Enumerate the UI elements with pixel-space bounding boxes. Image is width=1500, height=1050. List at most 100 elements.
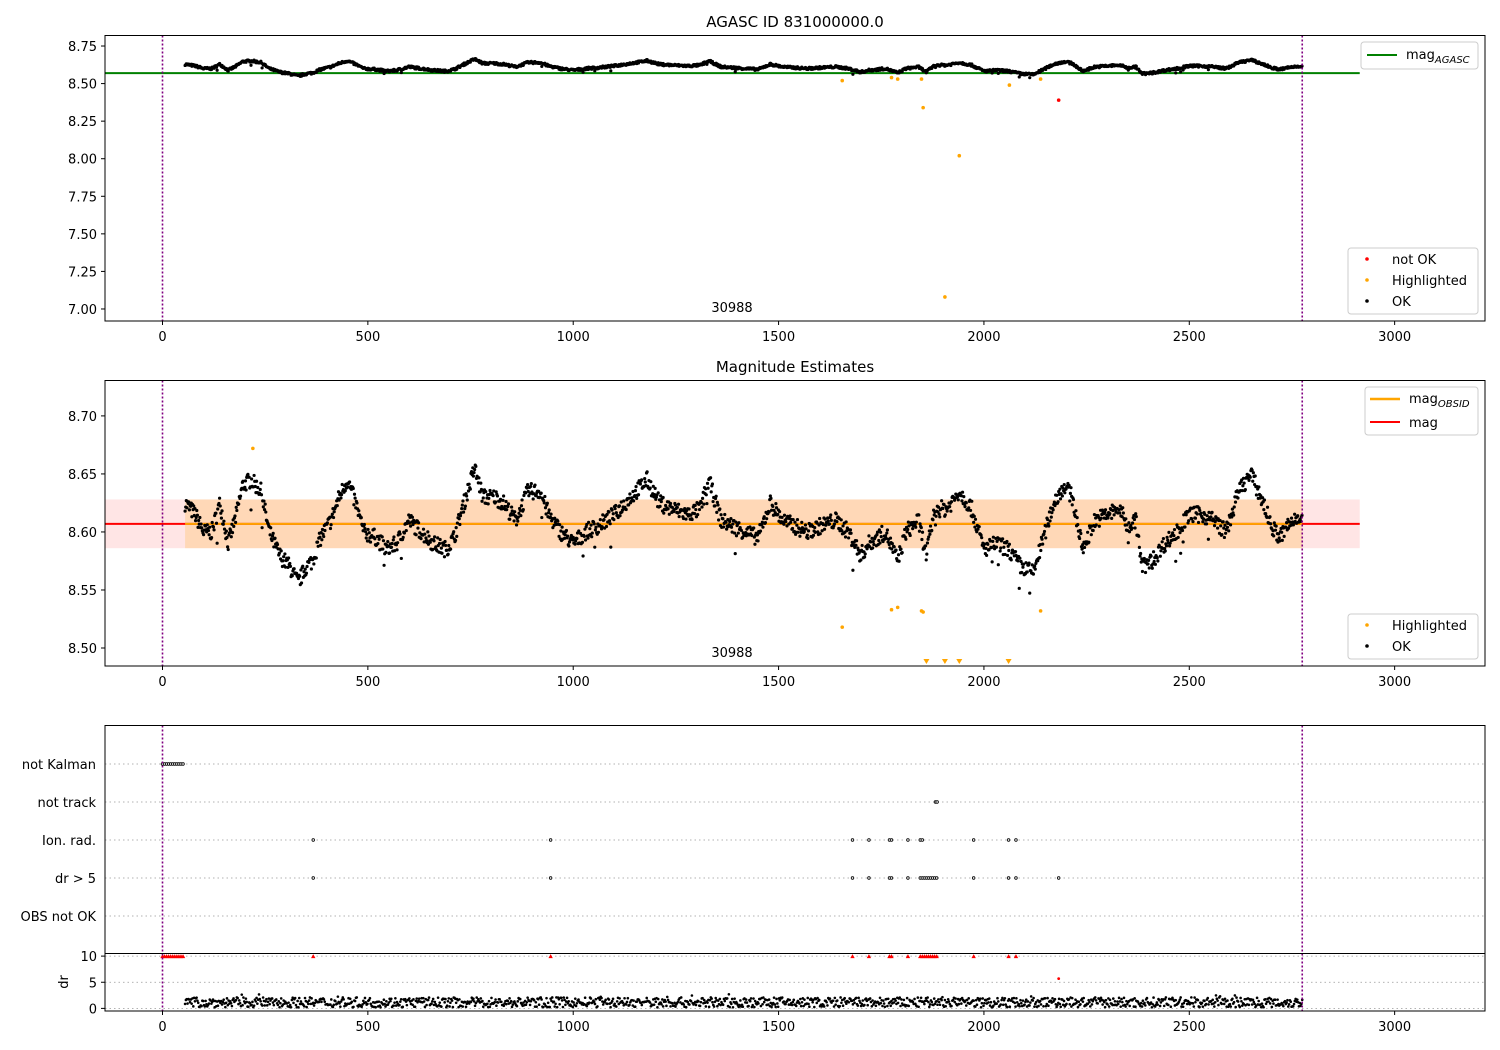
highlighted-point (251, 446, 255, 451)
dr-point (665, 1004, 668, 1008)
ok-point (1293, 512, 1297, 516)
ok-point (362, 522, 366, 527)
ok-point (975, 530, 979, 534)
dr-point (1124, 1005, 1127, 1008)
dr-point (454, 1001, 458, 1005)
ok-point (1044, 524, 1048, 528)
dr-point (710, 997, 713, 1000)
ok-point (903, 527, 907, 532)
ok-point (1040, 537, 1044, 541)
ok-point (453, 538, 458, 542)
ok-point (290, 574, 294, 578)
dr-point (1116, 1002, 1120, 1006)
ok-point (543, 506, 548, 510)
ok-point (1058, 497, 1063, 501)
ok-point (446, 552, 450, 556)
ok-point (919, 525, 923, 530)
ok-point (596, 530, 601, 534)
ok-point (777, 510, 782, 514)
dr-point (928, 1003, 932, 1006)
ok-point (1193, 516, 1198, 520)
highlighted-point (1038, 77, 1043, 81)
dr-point (509, 999, 513, 1003)
ok-point (879, 535, 883, 539)
dr-point (408, 997, 411, 1000)
ok-point (1041, 542, 1045, 546)
dr-point (220, 1003, 224, 1006)
ok-point (714, 494, 718, 498)
ok-point (460, 503, 464, 507)
dr-point (267, 997, 271, 1000)
dr-point (757, 1002, 760, 1005)
ok-point (702, 502, 706, 506)
ok-point (945, 509, 949, 513)
dr-point (923, 1002, 926, 1006)
ok-point (309, 567, 313, 571)
offscale-marker (941, 659, 948, 664)
ok-point (381, 547, 385, 551)
dr-point (350, 1000, 354, 1004)
ok-point (556, 519, 560, 523)
ok-point (501, 498, 505, 502)
dr-point (1053, 997, 1057, 1001)
dr-point (907, 1004, 911, 1008)
dr-point (511, 1003, 515, 1006)
ok-point (543, 494, 547, 499)
ok-point (367, 531, 371, 535)
ok-point (1222, 535, 1227, 540)
dr-point (261, 1004, 264, 1007)
dr-point (486, 1002, 489, 1006)
ok-point (793, 520, 797, 524)
ok-point (531, 497, 535, 501)
dr-point (632, 999, 635, 1002)
dr-point (946, 997, 950, 1001)
ok-point (196, 525, 200, 529)
dr-point (868, 997, 872, 1000)
dr-point (748, 999, 752, 1003)
dr-point (412, 998, 415, 1001)
ok-point (316, 544, 320, 548)
dr-point (682, 1003, 685, 1006)
ok-point (301, 564, 305, 568)
ok-point (407, 513, 411, 517)
dr-point (287, 1001, 290, 1004)
ok-point (207, 533, 211, 537)
dr-point (794, 1004, 798, 1008)
ok-point (611, 512, 615, 516)
dr-point (261, 996, 265, 999)
dr-point (254, 1000, 258, 1003)
dr-point (493, 1000, 497, 1004)
ok-point (229, 535, 233, 539)
dr-point (504, 1002, 508, 1006)
ok-point (514, 523, 519, 527)
ok-point (773, 511, 777, 515)
ok-point (363, 530, 368, 534)
ok-point (1296, 514, 1300, 518)
ok-point (227, 531, 232, 535)
ok-point (879, 530, 883, 534)
dr-point (204, 999, 207, 1003)
dr-point (863, 1003, 866, 1007)
dr-point (744, 998, 748, 1001)
ok-point (217, 501, 221, 506)
dr-point (1033, 1005, 1036, 1008)
ok-point (281, 559, 285, 563)
highlighted-point (921, 610, 925, 614)
dr-point (989, 1000, 993, 1004)
dr-point (224, 1005, 227, 1009)
dr-point (330, 998, 333, 1001)
x-tick-label: 0 (158, 675, 166, 690)
highlighted-point (1038, 609, 1043, 613)
ok-point (883, 534, 888, 538)
ok-legend-marker (1365, 299, 1369, 303)
ok-point (869, 540, 873, 544)
ok-point (752, 526, 756, 530)
ok-point (259, 493, 264, 497)
ok-point (914, 520, 918, 524)
ok-point (973, 517, 978, 521)
ok-point (719, 513, 723, 517)
ok-point (799, 530, 803, 534)
ok-point (601, 513, 605, 517)
dr-point (623, 996, 626, 1000)
dr-point (825, 1000, 828, 1004)
